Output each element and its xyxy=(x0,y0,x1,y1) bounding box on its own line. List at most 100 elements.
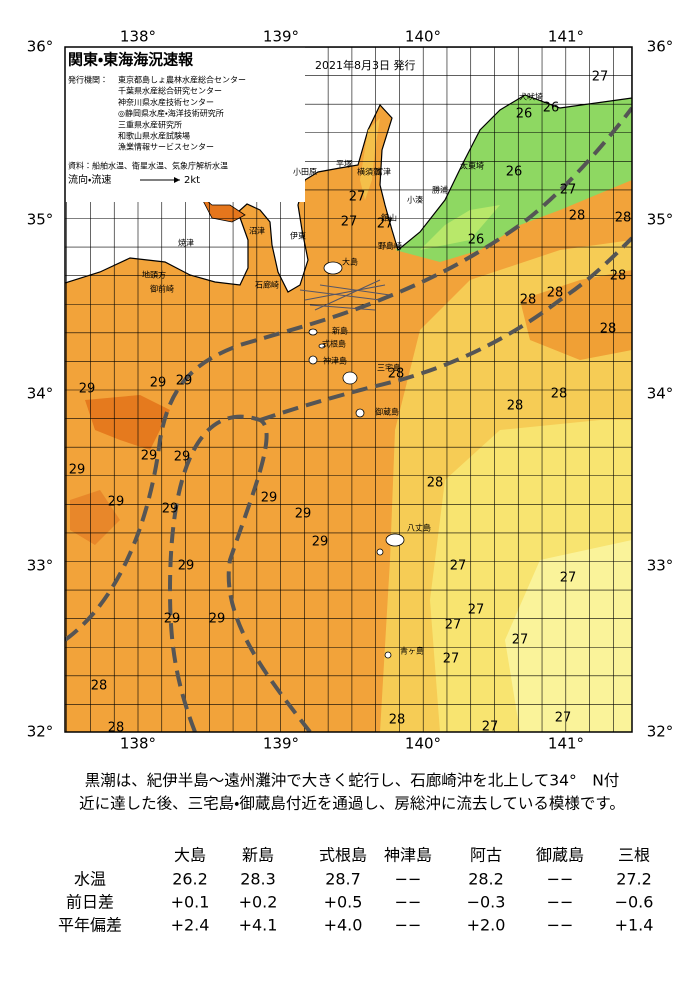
temperature-label: 29 xyxy=(162,502,179,517)
lat-label-right: 34° xyxy=(647,385,674,403)
table-cell: +2.4 xyxy=(171,916,210,935)
temperature-label: 26 xyxy=(468,233,485,248)
lat-label-left: 33° xyxy=(27,557,54,575)
lat-label-right: 36° xyxy=(647,38,674,56)
cooler-sea xyxy=(505,540,632,732)
place-name: 勝浦 xyxy=(432,185,448,195)
hot-patch xyxy=(85,395,170,450)
issuer: 三重県水産研究所 xyxy=(118,119,182,129)
table-header: 式根島 xyxy=(319,846,367,865)
source-label: 資料： xyxy=(68,161,92,171)
table-cell: −− xyxy=(547,870,574,889)
kuroshio-path xyxy=(65,106,632,642)
current-arrow xyxy=(309,304,376,311)
island xyxy=(308,355,318,365)
island xyxy=(318,343,326,349)
temperature-label: 27 xyxy=(560,183,577,198)
source-text: 船舶水温、衛星水温、気象庁解析水温 xyxy=(92,161,228,171)
temperature-label: 27 xyxy=(445,618,462,633)
temperature-label: 29 xyxy=(176,374,193,389)
place-name: 御蔵島 xyxy=(375,407,399,417)
table-header: 御蔵島 xyxy=(536,846,584,865)
place-name: 焼津 xyxy=(178,238,194,248)
lat-label-right: 33° xyxy=(647,557,674,575)
table-cell: 28.3 xyxy=(240,870,276,889)
temperature-label: 29 xyxy=(174,450,191,465)
issuer: 千葉県水産総合研究センター xyxy=(118,86,222,96)
temperature-label: 29 xyxy=(178,559,195,574)
lat-label-left: 32° xyxy=(27,723,54,741)
table-cell: +4.0 xyxy=(324,916,363,935)
lon-label-bottom: 138° xyxy=(120,735,156,753)
temperature-label: 29 xyxy=(69,463,86,478)
island xyxy=(308,328,318,336)
temperature-label: 28 xyxy=(427,476,444,491)
temperature-label: 29 xyxy=(209,612,226,627)
lat-label-left: 35° xyxy=(27,211,54,229)
table-cell: +0.5 xyxy=(324,893,363,912)
temperature-label: 27 xyxy=(377,217,394,232)
temperature-label: 27 xyxy=(443,652,460,667)
place-name: 太東埼 xyxy=(460,161,484,171)
place-name: 横須賀 xyxy=(357,167,381,177)
temperature-label: 29 xyxy=(141,449,158,464)
lon-label-top: 141° xyxy=(548,28,584,46)
lon-label-top: 139° xyxy=(263,28,299,46)
temperature-label: 28 xyxy=(388,367,405,382)
row-label: 前日差 xyxy=(66,893,114,912)
place-name: 野島崎 xyxy=(378,241,402,251)
place-name: 小田原 xyxy=(293,168,317,177)
lon-label-bottom: 140° xyxy=(405,735,441,753)
table-header: 阿古 xyxy=(470,846,502,865)
place-name: 神津島 xyxy=(323,356,347,366)
temperature-label: 26 xyxy=(543,101,560,116)
temperature-label: 27 xyxy=(512,633,529,648)
temperature-label: 29 xyxy=(164,612,181,627)
place-name: 新島 xyxy=(332,326,348,336)
lat-label-right: 35° xyxy=(647,211,674,229)
cold-water xyxy=(420,205,500,250)
issuer: 神奈川県水産技術センター xyxy=(118,97,214,107)
temperature-label: 27 xyxy=(349,190,366,205)
lat-label-right: 32° xyxy=(647,723,674,741)
current-arrow xyxy=(319,284,391,296)
table-cell: +4.1 xyxy=(239,916,278,935)
temperature-label: 27 xyxy=(468,603,485,618)
temperature-label: 28 xyxy=(551,387,568,402)
current-arrow xyxy=(299,289,381,301)
place-name: 伊東 xyxy=(290,231,306,241)
temperature-label: 26 xyxy=(506,165,523,180)
lon-label-bottom: 141° xyxy=(548,735,584,753)
lon-label-bottom: 139° xyxy=(263,735,299,753)
issuer: 漁業情報サービスセンター xyxy=(118,142,214,152)
map-frame xyxy=(64,46,633,733)
place-name: 青ヶ島 xyxy=(400,646,424,656)
island xyxy=(385,533,405,547)
issue-date: 2021年8月3日 発行 xyxy=(315,58,416,72)
island xyxy=(376,548,384,556)
island xyxy=(323,261,343,275)
temperature-label: 28 xyxy=(600,322,617,337)
table-cell: 26.2 xyxy=(172,870,208,889)
lon-label-top: 138° xyxy=(120,28,156,46)
temperature-label: 27 xyxy=(592,70,609,85)
place-name: 大島 xyxy=(342,257,358,267)
temperature-label: 28 xyxy=(108,721,125,736)
table-cell: −− xyxy=(395,916,422,935)
table-cell: 28.2 xyxy=(468,870,504,889)
legend-arrow-head xyxy=(174,177,180,183)
lat-label-left: 34° xyxy=(27,385,54,403)
map-area xyxy=(65,47,632,732)
hot-patch xyxy=(70,490,120,545)
place-name: 犬吠埼 xyxy=(519,92,543,102)
summary-line: 黒潮は、紀伊半島～遠州灘沖で大きく蛇行し、石廊崎沖を北上して34° N付 xyxy=(85,772,620,790)
place-name: 式根島 xyxy=(322,339,346,349)
island xyxy=(342,371,358,385)
table-cell: +0.1 xyxy=(171,893,210,912)
temperature-label: 29 xyxy=(261,491,278,506)
current-arrows xyxy=(299,279,391,311)
temperature-label: 26 xyxy=(516,107,533,122)
legend-label: 流向・流速 xyxy=(68,173,111,186)
kuroshio-meander xyxy=(167,414,312,732)
